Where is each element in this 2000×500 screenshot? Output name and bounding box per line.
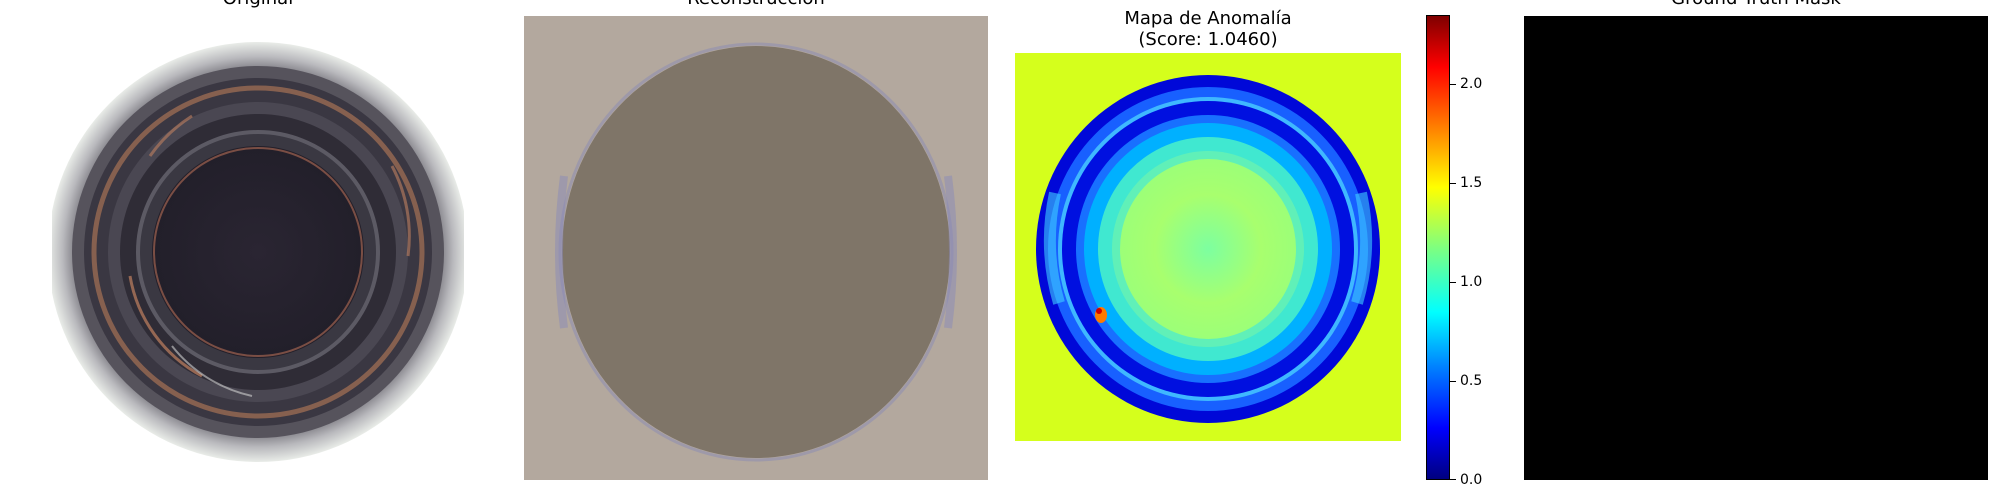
anomaly-title-line1: Mapa de Anomalía [1124,8,1292,29]
reconstruction-image [524,16,988,480]
colorbar [1426,15,1450,480]
anomaly-title-line2: (Score: 1.0460) [1138,29,1278,50]
original-title: Original [52,0,464,9]
colorbar-tick-label: 2.0 [1460,76,1483,93]
colorbar-tick-label: 1.5 [1460,175,1483,192]
ground-truth-mask [1524,16,1988,480]
original-image [52,16,464,476]
colorbar-tick-mark [1450,84,1456,86]
colorbar-tick-mark [1450,381,1456,383]
mask-title: Ground Truth Mask [1524,0,1988,9]
reconstruction-title: Reconstrucción [524,0,988,9]
colorbar-tick-label: 0.0 [1460,472,1483,488]
colorbar-tick-label: 0.5 [1460,373,1483,390]
colorbar-tick-mark [1450,282,1456,284]
colorbar-tick-mark [1450,183,1456,185]
reconstruction-canvas [524,16,988,480]
anomaly-heatmap-canvas [1015,53,1401,441]
colorbar-tick-label: 1.0 [1460,274,1483,291]
bottle-top-photo [52,42,464,462]
anomaly-heatmap [1015,53,1401,441]
colorbar-tick-mark [1450,479,1456,480]
